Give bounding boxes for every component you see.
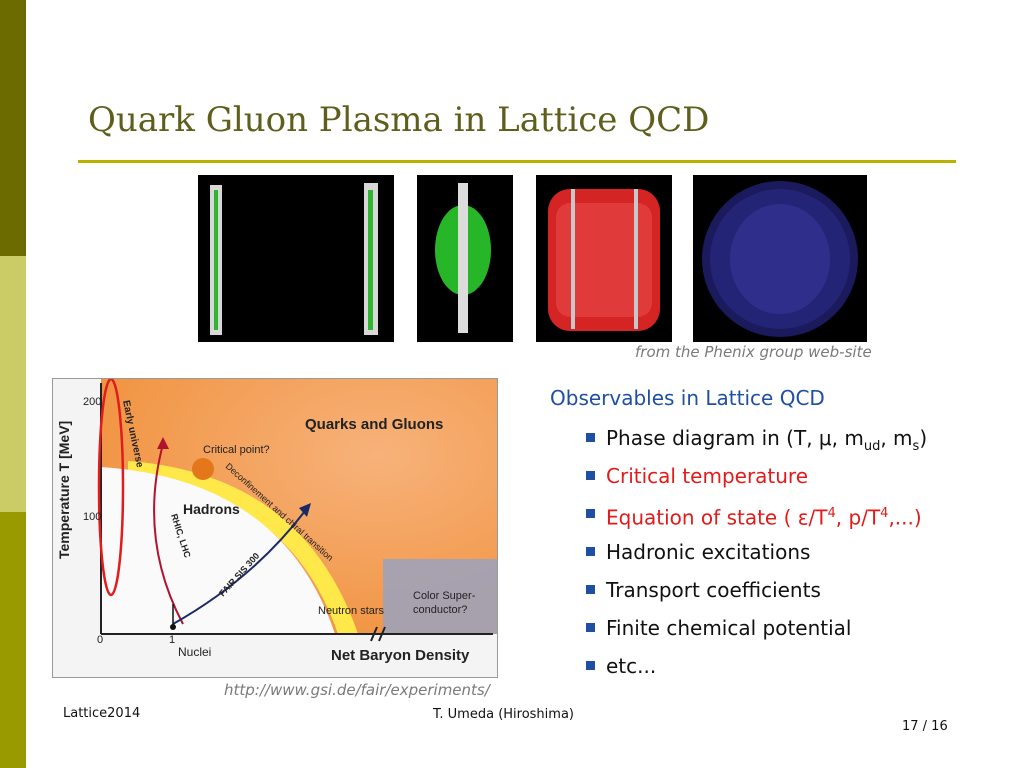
square-bullet-icon: [586, 509, 595, 518]
x-tick-1: 1: [169, 634, 175, 646]
label-quarks-gluons: Quarks and Gluons: [305, 416, 443, 433]
square-bullet-icon: [586, 585, 595, 594]
list-item: etc...: [586, 652, 927, 690]
y-axis-label: Temperature T [MeV]: [56, 421, 72, 559]
title-underline: [78, 160, 956, 163]
collision-frame-3: [536, 175, 672, 342]
label-color-super-1: Color Super-: [413, 590, 476, 602]
page-number: 17 / 16: [902, 719, 948, 734]
square-bullet-icon: [586, 471, 595, 480]
left-bar-olive-segment: [0, 512, 26, 768]
footer-author: T. Umeda (Hiroshima): [433, 707, 574, 722]
slide-title: Quark Gluon Plasma in Lattice QCD: [88, 100, 710, 140]
list-item: Transport coefficients: [586, 576, 927, 614]
label-nuclei: Nuclei: [178, 645, 211, 659]
square-bullet-icon: [586, 661, 595, 670]
square-bullet-icon: [586, 433, 595, 442]
collision-frame-1: [198, 175, 394, 342]
left-bar-dark-segment: [0, 0, 26, 256]
simulation-caption: from the Phenix group web-site: [635, 343, 872, 361]
phase-diagram-source: http://www.gsi.de/fair/experiments/: [224, 681, 490, 699]
x-axis-label: Net Baryon Density: [331, 647, 470, 664]
observables-heading: Observables in Lattice QCD: [550, 386, 825, 410]
y-tick-100: 100: [83, 511, 101, 523]
list-item: Equation of state ( ε/T4, p/T4,...): [586, 500, 927, 538]
label-neutron-stars: Neutron stars: [318, 605, 385, 617]
label-hadrons: Hadrons: [183, 501, 240, 517]
square-bullet-icon: [586, 623, 595, 632]
list-item: Phase diagram in (T, μ, mud, ms): [586, 424, 927, 462]
list-item: Critical temperature: [586, 462, 927, 500]
left-accent-bar: [0, 0, 26, 768]
square-bullet-icon: [586, 547, 595, 556]
qcd-phase-diagram: Temperature T [MeV] 200 100 0 1 Nuclei N…: [52, 378, 498, 678]
y-tick-200: 200: [83, 396, 101, 408]
footer-conference: Lattice2014: [63, 706, 141, 721]
label-color-super-2: conductor?: [413, 604, 467, 616]
observables-list: Phase diagram in (T, μ, mud, ms) Critica…: [586, 424, 927, 690]
x-tick-0: 0: [97, 634, 103, 646]
collision-frame-4: [693, 175, 867, 342]
left-bar-light-segment: [0, 256, 26, 512]
list-item: Finite chemical potential: [586, 614, 927, 652]
list-item: Hadronic excitations: [586, 538, 927, 576]
label-critical-point: Critical point?: [203, 444, 270, 456]
collision-frame-2: [417, 175, 513, 342]
